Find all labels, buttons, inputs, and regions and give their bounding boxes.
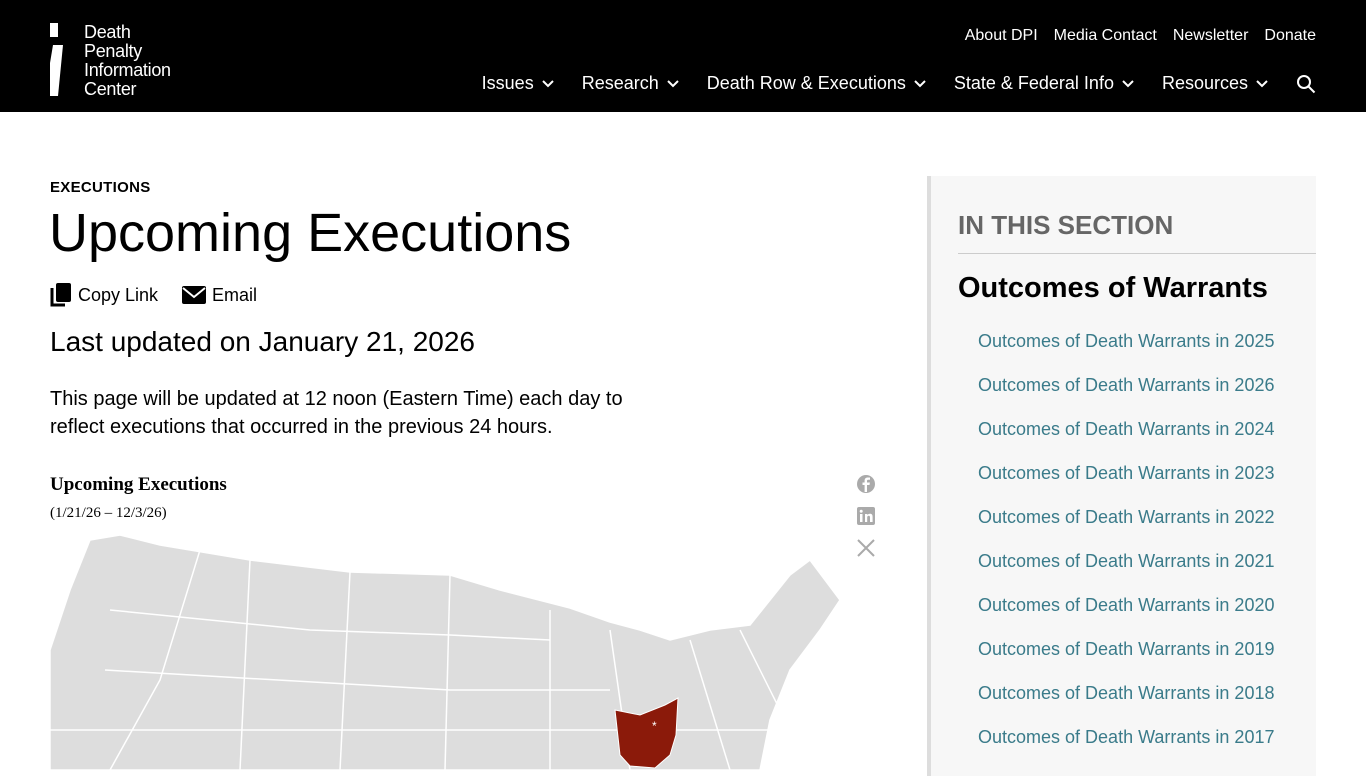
page-title: Upcoming Executions	[49, 203, 572, 263]
sidebar-link[interactable]: Outcomes of Death Warrants in 2018	[978, 683, 1275, 703]
sidebar-link[interactable]: Outcomes of Death Warrants in 2024	[978, 419, 1275, 439]
nav-research[interactable]: Research	[582, 73, 679, 94]
newsletter-link[interactable]: Newsletter	[1172, 27, 1249, 44]
sidebar-link[interactable]: Outcomes of Death Warrants in 2021	[978, 551, 1275, 571]
search-icon[interactable]	[1296, 74, 1316, 94]
sidebar-link[interactable]: Outcomes of Death Warrants in 2020	[978, 595, 1275, 615]
facebook-icon[interactable]	[856, 474, 876, 494]
logo-text: Center	[84, 79, 137, 99]
logo-text: Death	[84, 22, 131, 42]
x-twitter-icon[interactable]	[856, 538, 876, 558]
sidebar-link[interactable]: Outcomes of Death Warrants in 2022	[978, 507, 1275, 527]
nav-label: Death Row & Executions	[706, 73, 906, 93]
nav-issues[interactable]: Issues	[482, 73, 554, 94]
map-subtitle: (1/21/26 – 12/3/26)	[50, 505, 167, 521]
chevron-down-icon	[667, 79, 679, 87]
sidebar-section-title[interactable]: Outcomes of Warrants	[958, 272, 1268, 304]
breadcrumb[interactable]: EXECUTIONS	[50, 179, 151, 196]
media-contact-link[interactable]: Media Contact	[1053, 27, 1157, 44]
ohio-marker: *	[652, 719, 657, 733]
sidebar-link[interactable]: Outcomes of Death Warrants in 2023	[978, 463, 1275, 483]
map-land	[50, 534, 841, 770]
sidebar-link[interactable]: Outcomes of Death Warrants in 2025	[978, 331, 1275, 351]
chevron-down-icon	[1256, 79, 1268, 87]
donate-link[interactable]: Donate	[1264, 27, 1316, 44]
copy-link-label: Copy Link	[78, 284, 159, 305]
nav-label: State & Federal Info	[953, 73, 1114, 93]
logo-text: Penalty	[84, 41, 142, 61]
chevron-down-icon	[541, 79, 554, 87]
state-ohio[interactable]	[614, 697, 679, 769]
sidebar-link[interactable]: Outcomes of Death Warrants in 2019	[978, 639, 1275, 659]
sidebar-link[interactable]: Outcomes of Death Warrants in 2026	[978, 375, 1275, 395]
nav-state-federal[interactable]: State & Federal Info	[954, 73, 1134, 94]
logo-text: Information	[84, 60, 171, 80]
last-updated: Last updated on January 21, 2026	[50, 326, 476, 357]
copy-icon	[50, 283, 71, 307]
email-label: Email	[212, 284, 258, 305]
logo-mark-icon	[50, 23, 63, 96]
nav-death-row[interactable]: Death Row & Executions	[707, 73, 926, 94]
linkedin-icon[interactable]	[856, 506, 876, 526]
chevron-down-icon	[1122, 79, 1134, 87]
nav-label: Resources	[1161, 73, 1248, 93]
sidebar-link[interactable]: Outcomes of Death Warrants in 2017	[978, 727, 1275, 747]
description: This page will be updated at 12 noon (Ea…	[50, 388, 623, 438]
nav-label: Research	[581, 73, 659, 93]
about-link[interactable]: About DPI	[964, 27, 1038, 44]
map-title: Upcoming Executions	[50, 474, 227, 495]
state-borders	[50, 549, 850, 770]
nav-label: Issues	[481, 73, 534, 93]
sidebar-heading: IN THIS SECTION	[958, 210, 1174, 240]
us-map[interactable]: *	[50, 530, 850, 770]
sidebar: IN THIS SECTION Outcomes of Warrants Out…	[927, 176, 1316, 776]
email-icon	[182, 286, 207, 304]
chevron-down-icon	[914, 79, 926, 87]
site-header: Death Penalty Information Center About D…	[0, 0, 1366, 112]
email-button[interactable]: Email	[182, 283, 257, 307]
logo[interactable]: Death Penalty Information Center	[50, 23, 171, 99]
copy-link-button[interactable]: Copy Link	[50, 283, 158, 307]
nav-resources[interactable]: Resources	[1162, 73, 1268, 94]
divider	[958, 253, 1316, 254]
